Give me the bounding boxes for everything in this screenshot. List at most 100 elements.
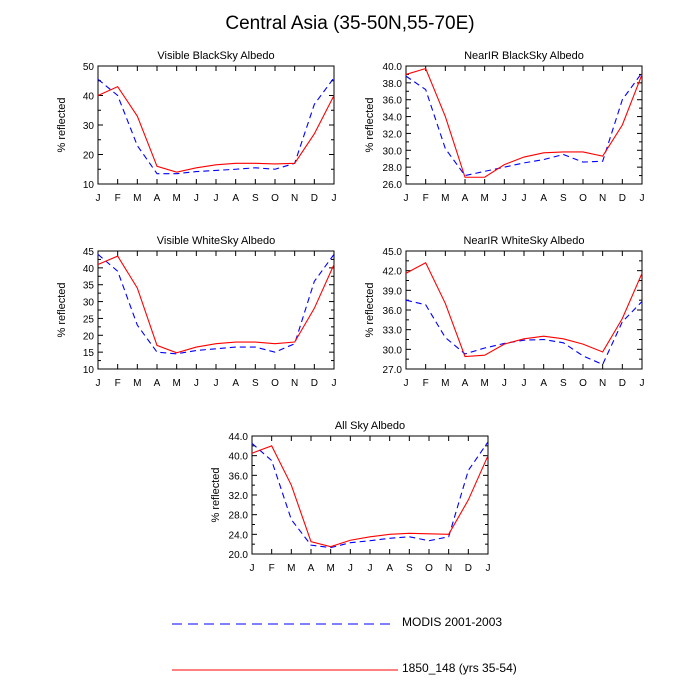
x-tick-label: J — [332, 193, 337, 204]
chart-title: Visible BlackSky Albedo — [157, 50, 274, 62]
plot-frame — [97, 65, 335, 185]
y-tick-label: 20 — [83, 331, 95, 342]
y-tick-label: 40.0 — [383, 62, 403, 73]
y-tick-label: 34.0 — [383, 113, 403, 124]
y-axis-label: % reflected — [56, 282, 68, 337]
x-tick-label: J — [640, 378, 645, 389]
y-tick-label: 15 — [83, 348, 95, 359]
legend-label-model: 1850_148 (yrs 35-54) — [402, 661, 517, 675]
y-tick-label: 10 — [83, 365, 95, 376]
x-tick-label: F — [423, 193, 429, 204]
x-tick-label: O — [425, 563, 433, 574]
y-axis-label: % reflected — [364, 97, 376, 152]
y-tick-label: 20 — [83, 151, 95, 162]
x-tick-label: N — [445, 563, 452, 574]
x-tick-label: N — [291, 193, 298, 204]
legend-item-modis: MODIS 2001-2003 — [172, 614, 632, 634]
x-tick-label: D — [619, 378, 626, 389]
x-tick-label: J — [502, 378, 507, 389]
x-tick-label: M — [480, 378, 488, 389]
series-line-modis — [251, 441, 489, 549]
legend-line-model — [172, 669, 398, 671]
series-line-model — [97, 255, 335, 354]
chart-title: NearIR WhiteSky Albedo — [463, 235, 584, 247]
x-tick-label: F — [269, 563, 275, 574]
y-tick-label: 26.0 — [383, 180, 403, 191]
y-tick-label: 25 — [83, 314, 95, 325]
x-tick-label: F — [115, 193, 121, 204]
x-tick-label: M — [441, 193, 449, 204]
series-line-modis — [97, 253, 335, 355]
x-tick-label: J — [640, 193, 645, 204]
y-tick-label: 27.0 — [383, 365, 403, 376]
x-tick-label: S — [560, 378, 567, 389]
legend-item-model: 1850_148 (yrs 35-54) — [172, 660, 632, 680]
x-tick-label: J — [502, 193, 507, 204]
x-tick-label: D — [311, 193, 318, 204]
x-tick-label: M — [326, 563, 334, 574]
x-tick-label: J — [368, 563, 373, 574]
y-tick-label: 38.0 — [383, 79, 403, 90]
x-tick-label: J — [194, 378, 199, 389]
y-tick-label: 40 — [83, 264, 95, 275]
x-tick-label: J — [404, 378, 409, 389]
x-tick-label: A — [462, 378, 469, 389]
x-tick-label: O — [579, 193, 587, 204]
y-tick-label: 28.0 — [229, 511, 249, 522]
y-tick-label: 36.0 — [383, 96, 403, 107]
y-tick-label: 30 — [83, 298, 95, 309]
series-line-modis — [97, 77, 335, 175]
x-tick-label: M — [287, 563, 295, 574]
x-tick-label: N — [599, 193, 606, 204]
x-tick-label: A — [154, 378, 161, 389]
y-tick-label: 32.0 — [229, 491, 249, 502]
x-tick-label: J — [214, 378, 219, 389]
series-line-model — [251, 445, 489, 548]
y-axis-label: % reflected — [56, 97, 68, 152]
plot-frame — [405, 65, 643, 185]
x-tick-label: S — [560, 193, 567, 204]
x-tick-label: F — [423, 378, 429, 389]
x-tick-label: A — [154, 193, 161, 204]
x-tick-label: J — [96, 193, 101, 204]
y-axis-label: % reflected — [210, 467, 222, 522]
x-tick-label: O — [271, 193, 279, 204]
chart-title: Visible WhiteSky Albedo — [157, 235, 275, 247]
x-tick-label: J — [404, 193, 409, 204]
x-tick-label: M — [441, 378, 449, 389]
x-tick-label: A — [462, 193, 469, 204]
plot-frame — [405, 250, 643, 370]
series-line-model — [405, 262, 643, 358]
chart-title: NearIR BlackSky Albedo — [464, 50, 584, 62]
y-tick-label: 35 — [83, 281, 95, 292]
series-line-model — [97, 85, 335, 173]
y-tick-label: 39.0 — [383, 286, 403, 297]
x-tick-label: O — [579, 378, 587, 389]
x-tick-label: N — [291, 378, 298, 389]
x-tick-label: A — [308, 563, 315, 574]
y-tick-label: 40 — [83, 92, 95, 103]
y-tick-label: 24.0 — [229, 530, 249, 541]
y-tick-label: 30.0 — [383, 146, 403, 157]
x-tick-label: M — [133, 378, 141, 389]
x-tick-label: J — [214, 193, 219, 204]
y-tick-label: 20.0 — [229, 550, 249, 561]
y-tick-label: 32.0 — [383, 129, 403, 140]
y-tick-label: 36.0 — [229, 471, 249, 482]
x-tick-label: M — [172, 378, 180, 389]
y-tick-label: 33.0 — [383, 326, 403, 337]
x-tick-label: D — [619, 193, 626, 204]
y-tick-label: 10 — [83, 180, 95, 191]
x-tick-label: J — [348, 563, 353, 574]
x-tick-label: M — [480, 193, 488, 204]
series-line-model — [405, 67, 643, 178]
legend-label-modis: MODIS 2001-2003 — [402, 615, 503, 629]
y-tick-label: 36.0 — [383, 306, 403, 317]
page-title: Central Asia (35-50N,55-70E) — [225, 13, 475, 34]
y-tick-label: 30.0 — [383, 345, 403, 356]
